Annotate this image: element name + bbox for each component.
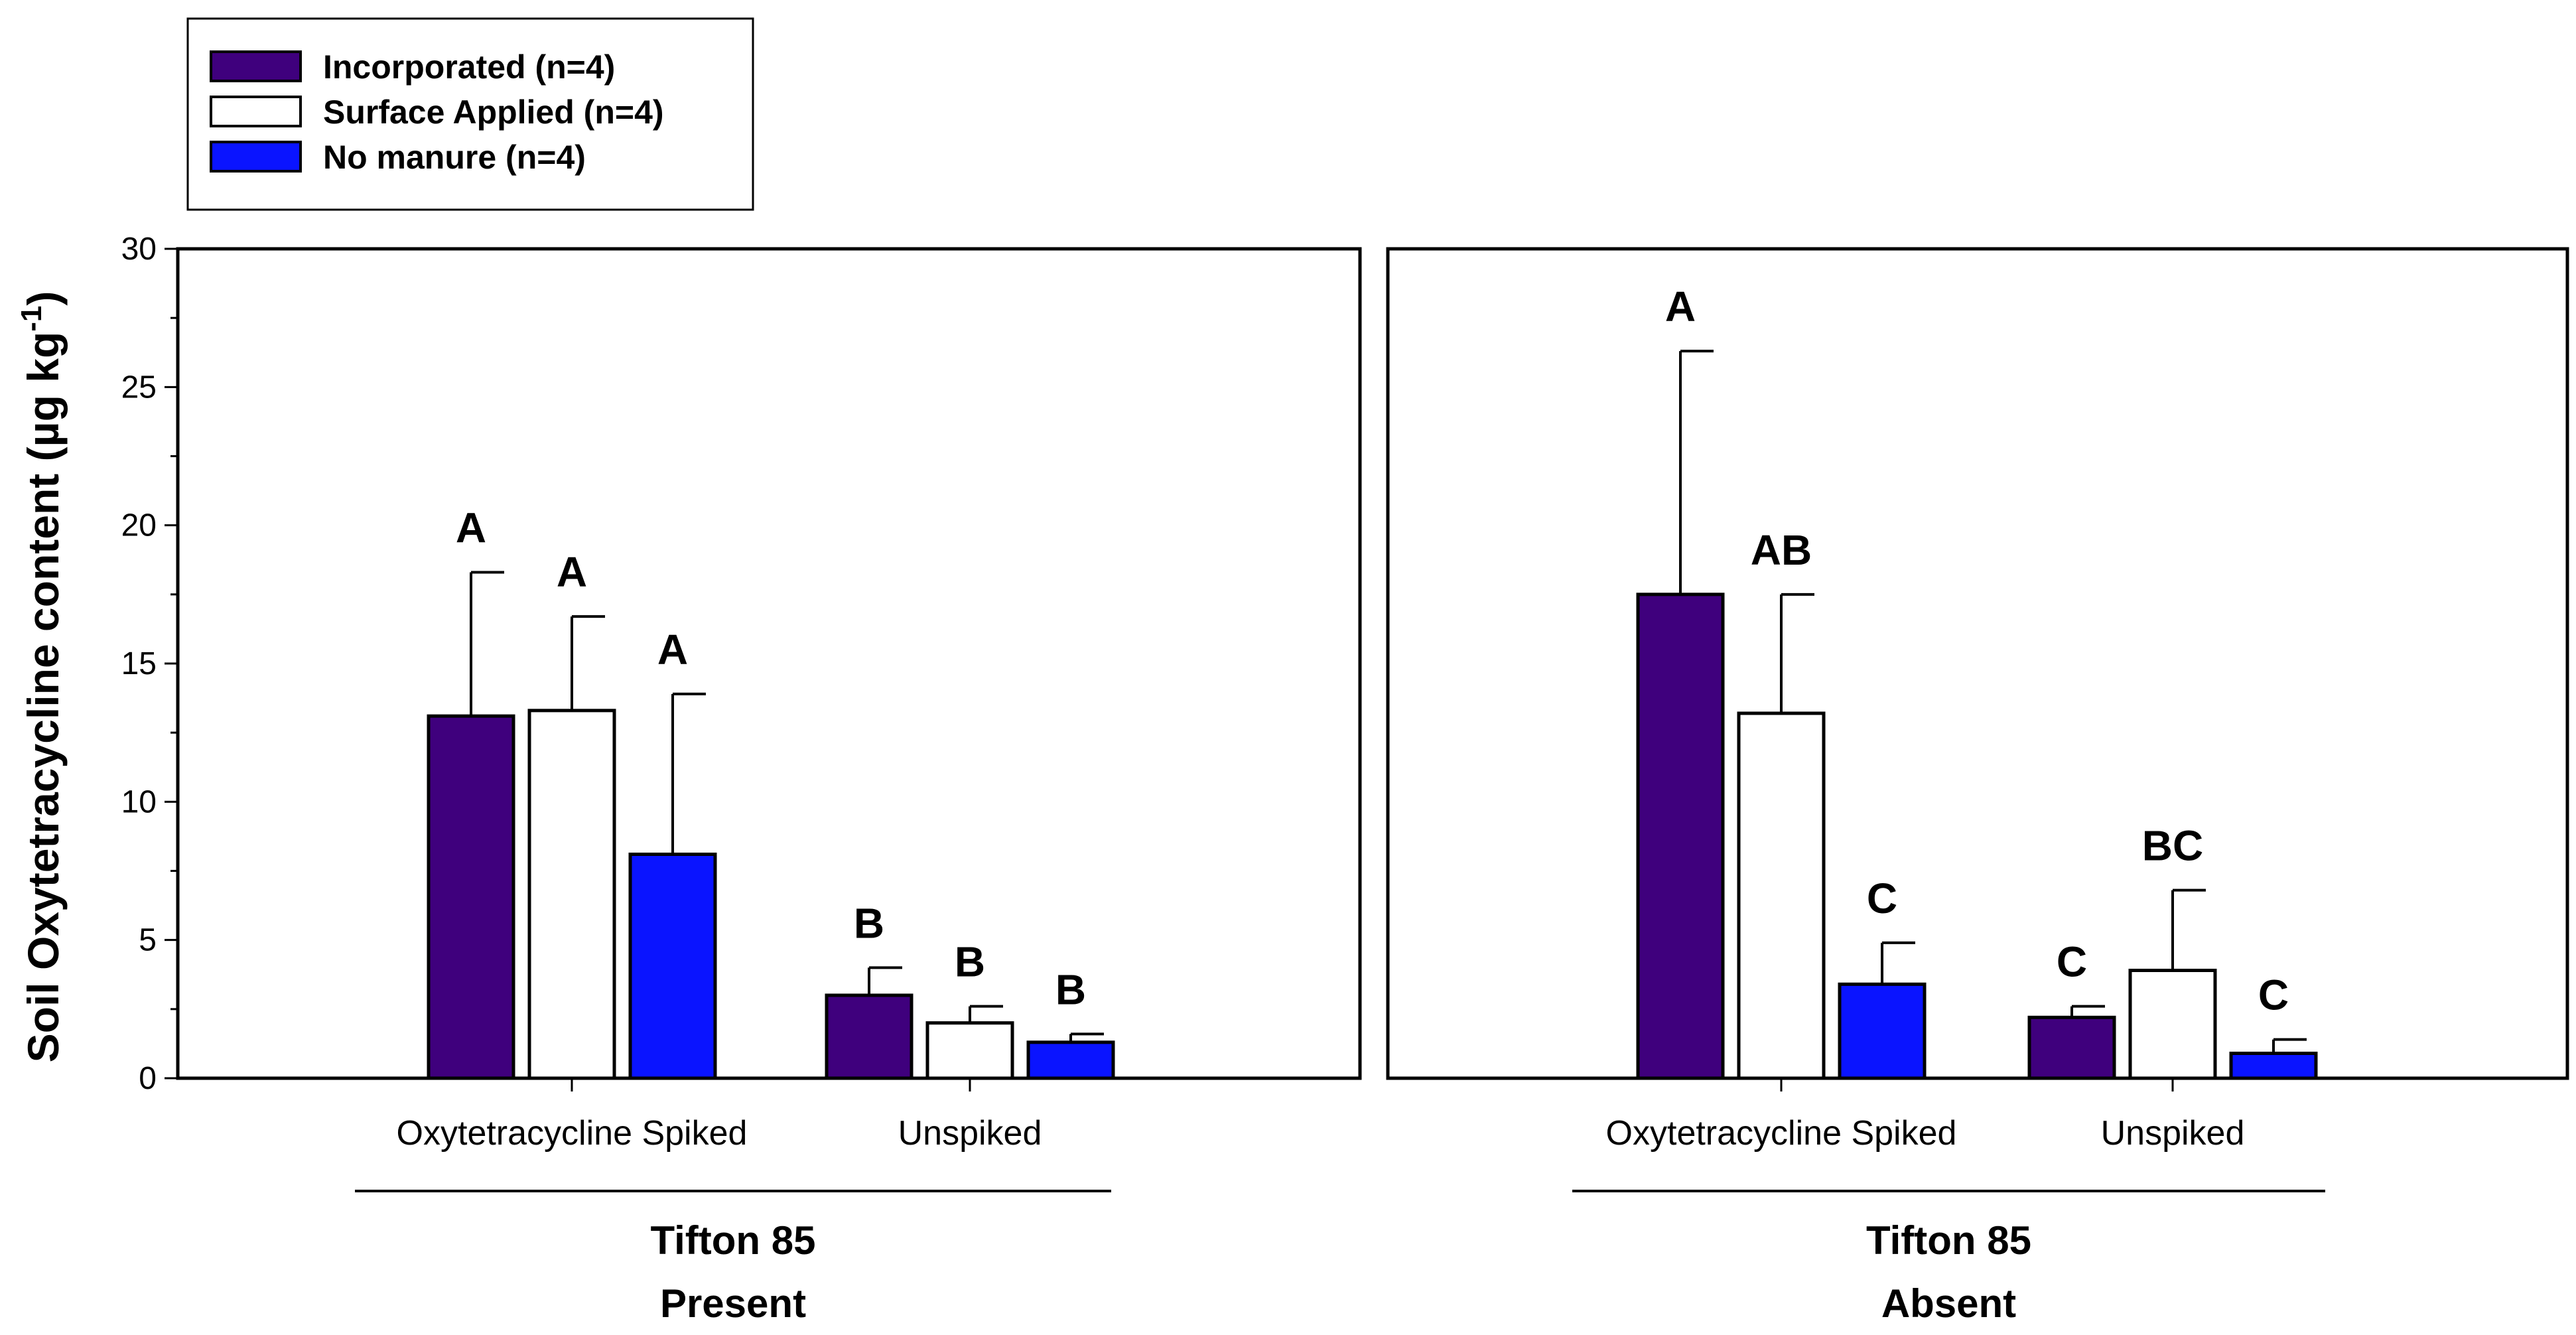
legend-label: No manure (n=4) bbox=[323, 139, 586, 176]
bar bbox=[1838, 982, 1927, 1080]
y-axis-label-main: Soil Oxytetracycline content (µg kg bbox=[19, 332, 68, 1063]
plot-frame bbox=[176, 247, 1362, 1080]
bar bbox=[2229, 1052, 2318, 1080]
significance-letter: A bbox=[557, 548, 587, 596]
y-axis-label: Soil Oxytetracycline content (µg kg-1) bbox=[15, 291, 68, 1063]
group-label: Tifton 85 bbox=[651, 1218, 816, 1263]
bar bbox=[925, 1021, 1014, 1080]
significance-letter: B bbox=[854, 899, 884, 947]
bar bbox=[2128, 969, 2217, 1080]
x-category-label: Oxytetracycline Spiked bbox=[1606, 1114, 1957, 1153]
significance-letter: C bbox=[2258, 971, 2289, 1019]
bar bbox=[427, 714, 515, 1080]
bar bbox=[2027, 1015, 2116, 1080]
significance-letter: A bbox=[657, 626, 688, 673]
legend-swatch bbox=[210, 96, 302, 127]
significance-letter: B bbox=[1055, 965, 1086, 1013]
legend-label: Incorporated (n=4) bbox=[323, 48, 615, 86]
significance-letter: A bbox=[456, 504, 486, 552]
y-tick-label: 30 bbox=[121, 232, 157, 267]
y-tick-label: 0 bbox=[139, 1061, 157, 1096]
x-category-label: Oxytetracycline Spiked bbox=[397, 1114, 748, 1153]
legend: Incorporated (n=4) Surface Applied (n=4) N… bbox=[186, 17, 754, 211]
bar bbox=[1636, 593, 1725, 1080]
bar bbox=[628, 853, 717, 1080]
y-axis: 0 5 10 15 20 25 30 bbox=[121, 232, 178, 1096]
significance-letter: B bbox=[955, 938, 985, 986]
y-tick-label: 10 bbox=[121, 784, 157, 819]
legend-label: Surface Applied (n=4) bbox=[323, 94, 664, 131]
significance-letter: A bbox=[1665, 283, 1696, 330]
y-tick-label: 5 bbox=[139, 923, 157, 958]
panel-2: Oxytetracycline Spiked A AB C Unspiked C BC C Ti… bbox=[1386, 247, 2569, 1326]
bar bbox=[1026, 1040, 1115, 1080]
bar bbox=[527, 709, 616, 1080]
legend-swatch bbox=[210, 141, 302, 173]
plot-frame bbox=[1386, 247, 2569, 1080]
y-tick-label: 15 bbox=[121, 646, 157, 681]
group-label: Tifton 85 bbox=[1866, 1218, 2031, 1263]
significance-letter: C bbox=[1867, 875, 1897, 922]
x-category-label: Unspiked bbox=[2101, 1114, 2245, 1153]
group-sublabel: Present bbox=[660, 1281, 806, 1326]
y-tick-label: 20 bbox=[121, 508, 157, 543]
y-tick-label: 25 bbox=[121, 370, 157, 405]
significance-letter: AB bbox=[1751, 526, 1812, 574]
significance-letter: BC bbox=[2142, 822, 2203, 870]
plot-panels: Oxytetracycline Spiked A A A Unspiked B B B Tift… bbox=[176, 247, 2569, 1326]
x-category-label: Unspiked bbox=[898, 1114, 1042, 1153]
bar bbox=[825, 993, 914, 1080]
bar bbox=[1737, 711, 1826, 1080]
y-axis-label-superscript: -1 bbox=[15, 306, 48, 332]
y-axis-label-close: ) bbox=[19, 291, 68, 306]
significance-letter: C bbox=[2057, 938, 2087, 986]
group-sublabel: Absent bbox=[1881, 1281, 2016, 1326]
panel-1: Oxytetracycline Spiked A A A Unspiked B B B Tift… bbox=[176, 247, 1362, 1326]
legend-swatch bbox=[210, 50, 302, 82]
